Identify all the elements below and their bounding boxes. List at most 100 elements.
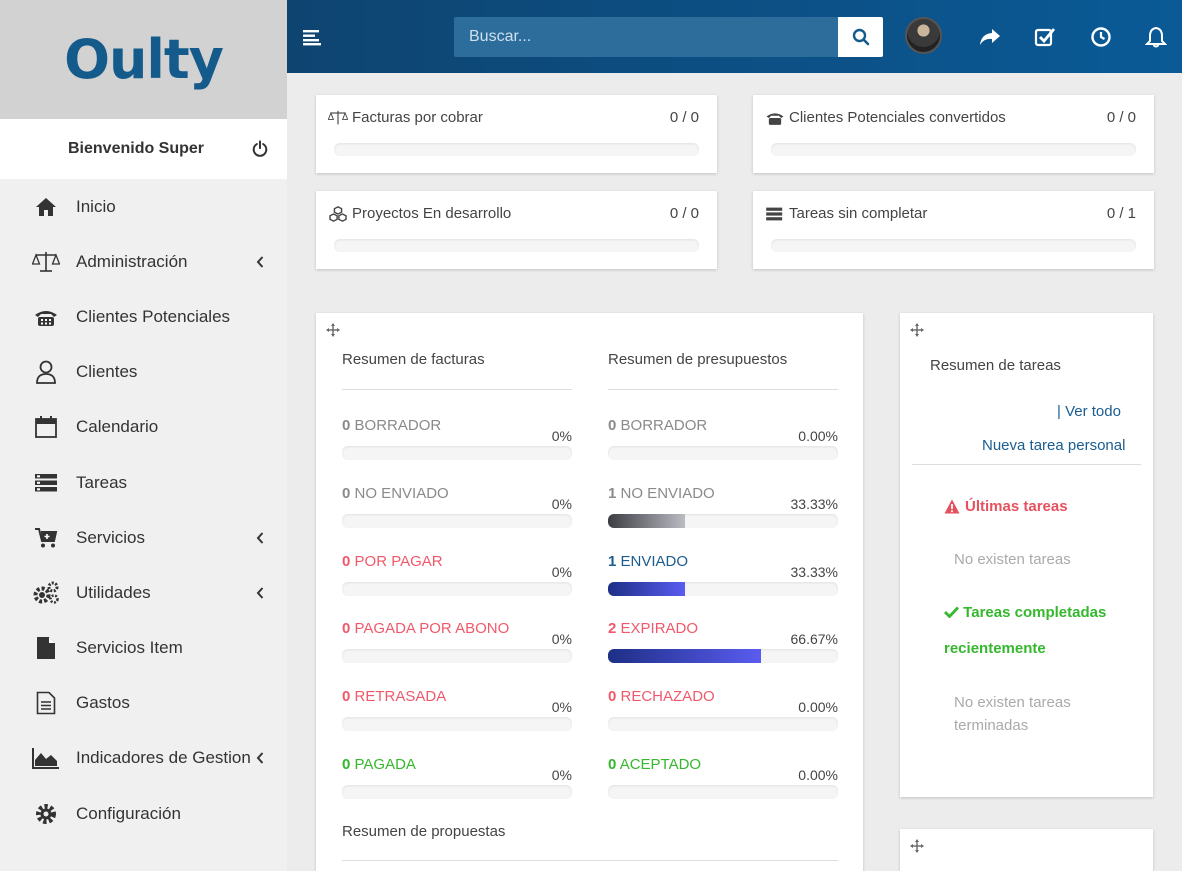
document-icon [32,691,60,715]
sidebar-item-label: Clientes Potenciales [76,306,231,326]
estimate-progress-fill [608,649,762,664]
new-personal-task-link[interactable]: Nueva tarea personal [982,437,1126,454]
estimate-progress-bar [608,581,838,596]
stat-title: Proyectos En desarrollo [352,205,512,222]
estimates-summary-title: Resumen de presupuestos [608,351,788,368]
sidebar-item-servicios-item[interactable]: Servicios Item [0,621,287,676]
view-all-link[interactable]: | Ver todo [1057,403,1121,420]
stat-card-tareas[interactable]: Tareas sin completar 0 / 1 [753,191,1154,269]
estimate-status-label[interactable]: 0 RECHAZADO [608,688,715,705]
invoice-count: 0 [342,484,351,502]
invoice-status-label[interactable]: 0 PAGADA POR ABONO [342,620,509,637]
invoice-status: PAGADA [354,756,416,773]
tasks-card: Resumen de tareas | Ver todo Nueva tarea… [900,313,1153,797]
sidebar-item-label: Gastos [76,693,130,713]
divider [342,389,572,390]
estimate-progress-bar [608,785,838,799]
check-icon [944,606,960,619]
search-icon [852,28,869,46]
estimate-progress-bar [608,513,838,528]
sidebar-item-administracion[interactable]: Administración [0,234,287,289]
invoice-progress-bar [342,717,572,732]
move-icon[interactable] [910,839,924,853]
search-input[interactable]: Buscar... [454,17,838,57]
invoice-percent: 0% [551,428,572,444]
estimate-status-label[interactable]: 2 EXPIRADO [608,620,698,637]
invoice-status: POR PAGAR [354,552,443,570]
estimate-status-label[interactable]: 0 ACEPTADO [608,756,701,773]
invoice-row: 0 PAGADA 0% [342,756,572,806]
chevron-left-icon [256,587,264,599]
stat-card-facturas[interactable]: Facturas por cobrar 0 / 0 [316,95,717,173]
invoice-percent: 0% [551,767,572,783]
sidebar-item-indicadores[interactable]: Indicadores de Gestion [0,731,287,786]
estimate-count: 2 [608,620,617,638]
invoice-progress-bar [342,446,572,460]
calendar-icon [32,415,60,439]
sidebar-item-inicio[interactable]: Inicio [0,179,287,234]
move-icon[interactable] [910,323,924,337]
search-button[interactable] [838,17,883,57]
power-icon[interactable] [251,140,269,158]
estimate-progress-fill [608,581,685,596]
estimate-status: ENVIADO [620,552,689,570]
sidebar-item-gastos[interactable]: Gastos [0,676,287,731]
proposals-summary-title: Resumen de propuestas [342,823,506,840]
tasks-icon [32,471,60,495]
phone-icon [766,112,784,125]
stat-card-proyectos[interactable]: Proyectos En desarrollo 0 / 0 [316,191,717,269]
completed-tasks-title: Tareas completadas recientemente [944,604,1107,657]
brand-logo[interactable]: Oulty [64,28,224,91]
welcome-bar: Bienvenido Super [0,119,287,179]
estimate-progress-bar [608,717,838,732]
estimate-status-label[interactable]: 0 BORRADOR [608,417,707,434]
sidebar-item-label: Utilidades [76,582,151,602]
sidebar-item-configuracion[interactable]: Configuración [0,786,287,841]
invoice-progress-bar [342,581,572,596]
estimate-percent: 33.33% [790,495,838,512]
sidebar-nav: Inicio Administración Clientes Potencial… [0,179,287,871]
menu-toggle-icon[interactable] [303,28,323,46]
area-chart-icon [32,746,60,770]
invoice-status: NO ENVIADO [354,484,449,502]
gear-icon [32,802,60,826]
estimate-row: 2 EXPIRADO 66.67% [608,620,838,670]
sidebar-item-utilidades[interactable]: Utilidades [0,565,287,620]
estimate-status: BORRADOR [620,417,708,434]
estimate-status-label[interactable]: 1 NO ENVIADO [608,485,715,502]
estimate-row: 0 RECHAZADO 0.00% [608,688,838,738]
invoice-status-label[interactable]: 0 NO ENVIADO [342,485,449,502]
estimate-status-label[interactable]: 1 ENVIADO [608,553,688,570]
phone-icon [32,305,60,329]
stat-progress-bar [771,143,1136,156]
estimate-status: EXPIRADO [620,620,699,638]
invoice-status-label[interactable]: 0 POR PAGAR [342,553,443,570]
invoice-count: 0 [342,552,351,570]
check-square-icon[interactable] [1034,26,1056,48]
sidebar-item-label: Calendario [76,417,159,437]
estimate-progress-bar [608,446,838,460]
stat-card-clientes-potenciales[interactable]: Clientes Potenciales convertidos 0 / 0 [753,95,1154,173]
user-icon [32,360,60,385]
avatar[interactable] [905,17,942,54]
share-icon[interactable] [979,26,1001,48]
stat-value: 0 / 1 [1106,205,1136,222]
sidebar-item-clientes-potenciales[interactable]: Clientes Potenciales [0,289,287,344]
sidebar-item-calendario[interactable]: Calendario [0,400,287,455]
gears-icon [32,581,60,605]
invoice-status-label[interactable]: 0 BORRADOR [342,417,441,434]
sidebar-item-tareas[interactable]: Tareas [0,455,287,510]
estimate-percent: 33.33% [790,563,838,580]
bell-icon[interactable] [1145,26,1167,48]
sidebar-item-clientes[interactable]: Clientes [0,345,287,400]
estimate-status: ACEPTADO [619,756,702,773]
clock-icon[interactable] [1090,26,1112,48]
sidebar-item-servicios[interactable]: Servicios [0,510,287,565]
chevron-left-icon [256,752,264,765]
invoice-status-label[interactable]: 0 PAGADA [342,756,416,773]
estimate-percent: 0.00% [798,767,838,783]
estimate-percent: 66.67% [790,631,838,648]
invoice-status-label[interactable]: 0 RETRASADA [342,688,446,705]
estimate-count: 1 [608,552,617,570]
move-icon[interactable] [326,323,340,337]
